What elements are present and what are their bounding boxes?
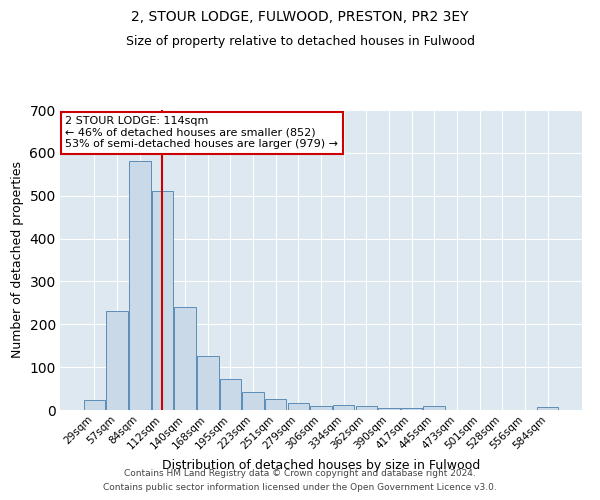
Text: Size of property relative to detached houses in Fulwood: Size of property relative to detached ho… [125, 35, 475, 48]
Bar [175, 307, 196, 410]
Bar [106, 310, 128, 410]
Bar [310, 406, 332, 410]
Bar [333, 406, 355, 410]
Bar [84, 400, 105, 410]
Bar [152, 192, 173, 410]
Text: Contains HM Land Registry data © Crown copyright and database right 2024.: Contains HM Land Registry data © Crown c… [124, 468, 476, 477]
Bar [197, 356, 218, 410]
Bar [424, 406, 445, 410]
Text: Contains public sector information licensed under the Open Government Licence v3: Contains public sector information licen… [103, 484, 497, 492]
Bar [129, 162, 151, 410]
Bar [378, 408, 400, 410]
Y-axis label: Number of detached properties: Number of detached properties [11, 162, 24, 358]
Text: 2, STOUR LODGE, FULWOOD, PRESTON, PR2 3EY: 2, STOUR LODGE, FULWOOD, PRESTON, PR2 3E… [131, 10, 469, 24]
Text: 2 STOUR LODGE: 114sqm
← 46% of detached houses are smaller (852)
53% of semi-det: 2 STOUR LODGE: 114sqm ← 46% of detached … [65, 116, 338, 149]
Bar [537, 408, 558, 410]
X-axis label: Distribution of detached houses by size in Fulwood: Distribution of detached houses by size … [162, 460, 480, 472]
Bar [401, 408, 422, 410]
Bar [220, 379, 241, 410]
Bar [265, 400, 286, 410]
Bar [356, 406, 377, 410]
Bar [287, 403, 309, 410]
Bar [242, 392, 264, 410]
